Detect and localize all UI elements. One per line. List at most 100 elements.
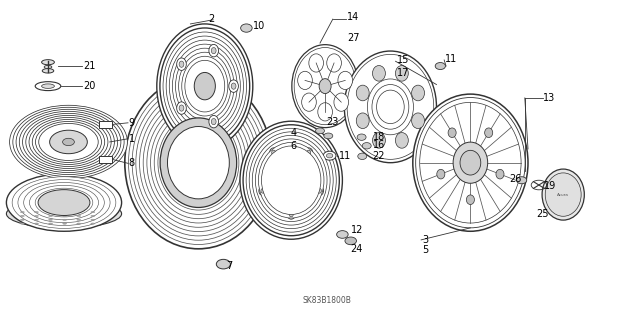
Ellipse shape [396,65,408,81]
Ellipse shape [272,150,276,155]
Ellipse shape [49,223,52,224]
Text: 1: 1 [129,134,135,144]
Ellipse shape [345,237,356,245]
Ellipse shape [259,186,267,196]
Ellipse shape [362,143,371,149]
Ellipse shape [6,174,122,231]
Ellipse shape [356,113,369,129]
Ellipse shape [26,115,111,168]
Ellipse shape [63,219,67,220]
Ellipse shape [13,107,124,177]
Text: 25: 25 [536,209,549,219]
Ellipse shape [6,199,122,228]
Ellipse shape [91,219,95,220]
Ellipse shape [29,185,99,220]
Ellipse shape [243,125,339,236]
Ellipse shape [143,98,253,227]
Text: 5: 5 [422,245,429,256]
Ellipse shape [169,40,241,132]
Ellipse shape [344,51,436,163]
Ellipse shape [309,54,323,72]
Text: 21: 21 [83,61,95,71]
Ellipse shape [35,82,61,91]
Ellipse shape [249,132,333,229]
Ellipse shape [496,169,504,179]
Ellipse shape [289,212,293,217]
Ellipse shape [172,44,237,128]
Ellipse shape [209,44,218,57]
Ellipse shape [453,142,488,183]
Ellipse shape [20,219,24,220]
Ellipse shape [334,93,349,111]
Ellipse shape [396,133,408,148]
Ellipse shape [415,98,525,228]
Text: 15: 15 [397,55,409,65]
Ellipse shape [357,134,366,140]
Text: 22: 22 [372,151,385,161]
Ellipse shape [91,223,95,224]
Ellipse shape [24,182,104,223]
Text: 7: 7 [227,261,233,271]
Ellipse shape [161,120,236,206]
Ellipse shape [372,85,409,129]
Ellipse shape [484,128,493,137]
Text: 3: 3 [422,235,429,245]
Ellipse shape [44,65,52,69]
Text: 23: 23 [326,117,339,127]
Ellipse shape [372,65,385,81]
Ellipse shape [211,48,216,54]
Ellipse shape [91,215,95,217]
Ellipse shape [35,188,93,217]
Ellipse shape [20,223,24,224]
Ellipse shape [255,139,327,222]
Ellipse shape [147,102,250,223]
Ellipse shape [42,84,54,88]
Ellipse shape [259,143,324,218]
Ellipse shape [298,71,312,90]
Ellipse shape [316,128,324,134]
Ellipse shape [292,45,358,128]
Ellipse shape [20,211,24,213]
Ellipse shape [412,113,424,129]
Ellipse shape [307,150,310,155]
Ellipse shape [77,211,81,213]
Text: 17: 17 [397,68,409,78]
Text: SK83B1800B: SK83B1800B [302,296,351,305]
Ellipse shape [35,122,102,162]
Ellipse shape [246,128,336,232]
Ellipse shape [20,215,24,217]
Ellipse shape [177,58,186,70]
Ellipse shape [41,191,87,214]
Ellipse shape [435,63,445,70]
Text: 14: 14 [347,11,359,22]
Ellipse shape [195,72,215,100]
Text: 6: 6 [291,141,297,151]
Text: 12: 12 [351,225,363,235]
Ellipse shape [29,117,108,167]
Ellipse shape [49,211,52,213]
Ellipse shape [269,148,278,157]
Ellipse shape [150,107,246,219]
Ellipse shape [35,223,38,224]
Ellipse shape [252,135,330,225]
Text: 11: 11 [339,151,351,161]
Ellipse shape [179,52,231,120]
Ellipse shape [337,231,348,238]
Ellipse shape [545,173,581,216]
Ellipse shape [420,102,521,223]
Ellipse shape [160,118,237,207]
Text: Acura: Acura [557,193,569,197]
Ellipse shape [301,93,316,111]
Ellipse shape [125,77,272,249]
Ellipse shape [16,109,121,174]
Ellipse shape [436,169,445,179]
Ellipse shape [63,138,74,145]
Text: 11: 11 [445,54,458,64]
Ellipse shape [318,103,332,121]
Text: 19: 19 [544,181,556,191]
Ellipse shape [136,90,261,236]
Ellipse shape [39,123,98,160]
Ellipse shape [49,219,52,220]
Text: 18: 18 [372,131,385,142]
Ellipse shape [294,48,356,125]
